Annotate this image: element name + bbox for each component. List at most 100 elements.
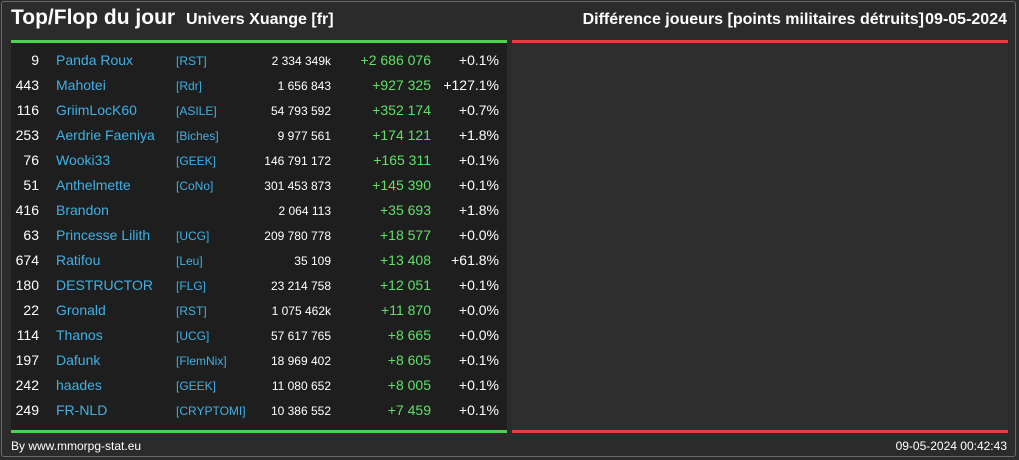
- player-row: 51 Anthelmette [CoNo] 301 453 873 +145 390 +0…: [11, 173, 507, 198]
- percent-change: +0.1%: [458, 352, 499, 368]
- player-row: 253 Aerdrie Faeniya [Biches] 9 977 561 +174 …: [11, 123, 507, 148]
- player-rank: 242: [15, 377, 39, 393]
- percent-change: +1.8%: [458, 127, 499, 143]
- player-name-link[interactable]: Panda Roux: [56, 52, 134, 68]
- player-rank: 116: [16, 102, 39, 118]
- alliance-tag-link[interactable]: [FLG]: [176, 279, 207, 293]
- player-row: 443 Mahotei [Rdr] 1 656 843 +927 325 +127.1%: [11, 73, 507, 98]
- alliance-tag-link[interactable]: [RST]: [176, 54, 207, 68]
- points-difference: +165 311: [373, 152, 431, 168]
- points-difference: +352 174: [372, 102, 431, 118]
- player-points: 10 386 552: [270, 404, 331, 418]
- player-name-link[interactable]: GriimLocK60: [56, 102, 137, 118]
- alliance-tag-link[interactable]: [CRYPTOMI]: [176, 404, 246, 418]
- player-row: 76 Wooki33 [GEEK] 146 791 172 +165 311 +0.1%: [11, 148, 507, 173]
- percent-change: +1.8%: [458, 202, 499, 218]
- points-difference: +11 870: [381, 302, 431, 318]
- points-difference: +18 577: [380, 227, 431, 243]
- percent-change: +0.1%: [458, 177, 499, 193]
- player-row: 22 Gronald [RST] 1 075 462k +11 870 +0.0%: [11, 298, 507, 323]
- top-accent-bar: [11, 40, 507, 43]
- player-name-link[interactable]: Anthelmette: [56, 177, 131, 193]
- percent-change: +0.1%: [458, 152, 499, 168]
- alliance-tag-link[interactable]: [ASILE]: [176, 104, 217, 118]
- top-players-list: 9 Panda Roux [RST] 2 334 349k +2 686 076 +0.1…: [11, 48, 507, 423]
- player-rank: 51: [23, 177, 39, 193]
- player-points: 146 791 172: [264, 154, 331, 168]
- points-difference: +8 005: [387, 377, 431, 393]
- player-name-link[interactable]: Wooki33: [56, 152, 111, 168]
- player-name-link[interactable]: Mahotei: [56, 77, 106, 93]
- player-name-link[interactable]: Dafunk: [56, 352, 101, 368]
- points-difference: +927 325: [372, 77, 431, 93]
- top-players-panel: 9 Panda Roux [RST] 2 334 349k +2 686 076 +0.1…: [11, 43, 507, 430]
- points-difference: +2 686 076: [360, 52, 431, 68]
- player-points: 9 977 561: [277, 129, 331, 143]
- player-name-link[interactable]: Gronald: [56, 302, 106, 318]
- player-points: 2 334 349k: [271, 54, 331, 68]
- generated-timestamp: 09-05-2024 00:42:43: [895, 439, 1007, 453]
- player-rank: 443: [15, 77, 39, 93]
- player-points: 54 793 592: [270, 104, 331, 118]
- player-name-link[interactable]: DESTRUCTOR: [56, 277, 153, 293]
- alliance-tag-link[interactable]: [CoNo]: [176, 179, 214, 193]
- points-difference: +12 051: [380, 277, 431, 293]
- flop-players-panel: [512, 43, 1008, 430]
- player-rank: 114: [16, 327, 39, 343]
- player-points: 2 064 113: [278, 204, 332, 218]
- alliance-tag-link[interactable]: [UCG]: [176, 329, 210, 343]
- percent-change: +0.0%: [458, 327, 499, 343]
- percent-change: +61.8%: [451, 252, 499, 268]
- player-name-link[interactable]: Ratifou: [56, 252, 101, 268]
- player-row: 416 Brandon 2 064 113 +35 693 +1.8%: [11, 198, 507, 223]
- universe-subtitle: Univers Xuange [fr]: [186, 11, 334, 28]
- points-difference: +8 605: [387, 352, 431, 368]
- page-title: Top/Flop du jour: [11, 6, 176, 29]
- player-rank: 416: [15, 202, 39, 218]
- percent-change: +0.1%: [458, 52, 499, 68]
- alliance-tag-link[interactable]: [Leu]: [176, 254, 203, 268]
- player-rank: 249: [15, 402, 39, 418]
- player-rank: 197: [15, 352, 39, 368]
- player-row: 242 haades [GEEK] 11 080 652 +8 005 +0.1%: [11, 373, 507, 398]
- player-row: 9 Panda Roux [RST] 2 334 349k +2 686 076 +0.1…: [11, 48, 507, 73]
- alliance-tag-link[interactable]: [GEEK]: [176, 154, 217, 168]
- alliance-tag-link[interactable]: [Rdr]: [176, 79, 203, 93]
- percent-change: +0.0%: [458, 227, 499, 243]
- player-points: 23 214 758: [270, 279, 331, 293]
- player-name-link[interactable]: haades: [56, 377, 102, 393]
- points-difference: +7 459: [387, 402, 431, 418]
- top-accent-bar-bottom: [11, 430, 507, 433]
- percent-change: +0.0%: [458, 302, 499, 318]
- player-rank: 22: [23, 302, 39, 318]
- player-rank: 9: [31, 52, 39, 68]
- points-difference: +145 390: [372, 177, 431, 193]
- alliance-tag-link[interactable]: [RST]: [176, 304, 207, 318]
- percent-change: +0.1%: [458, 377, 499, 393]
- player-row: 180 DESTRUCTOR [FLG] 23 214 758 +12 051 +0.1%: [11, 273, 507, 298]
- flop-accent-bar-bottom: [512, 430, 1008, 433]
- player-rank: 76: [23, 152, 39, 168]
- player-name-link[interactable]: Princesse Lilith: [56, 227, 151, 243]
- points-difference: +13 408: [380, 252, 431, 268]
- header-date: 09-05-2024: [925, 11, 1007, 28]
- ranking-type-title: Différence joueurs [points militaires dé…: [582, 11, 924, 28]
- player-row: 114 Thanos [UCG] 57 617 765 +8 665 +0.0%: [11, 323, 507, 348]
- player-points: 301 453 873: [264, 179, 331, 193]
- player-name-link[interactable]: Aerdrie Faeniya: [56, 127, 155, 143]
- alliance-tag-link[interactable]: [UCG]: [176, 229, 210, 243]
- player-row: 116 GriimLocK60 [ASILE] 54 793 592 +352 174 +…: [11, 98, 507, 123]
- player-row: 249 FR-NLD [CRYPTOMI] 10 386 552 +7 459 +0.1%: [11, 398, 507, 423]
- player-name-link[interactable]: Thanos: [56, 327, 103, 343]
- alliance-tag-link[interactable]: [Biches]: [176, 129, 219, 143]
- points-difference: +35 693: [380, 202, 431, 218]
- player-name-link[interactable]: Brandon: [56, 202, 109, 218]
- flop-accent-bar: [512, 40, 1008, 43]
- player-points: 209 780 778: [264, 229, 331, 243]
- player-rank: 63: [23, 227, 39, 243]
- alliance-tag-link[interactable]: [GEEK]: [176, 379, 217, 393]
- player-name-link[interactable]: FR-NLD: [56, 402, 108, 418]
- alliance-tag-link[interactable]: [FlemNix]: [176, 354, 227, 368]
- player-points: 1 656 843: [277, 79, 331, 93]
